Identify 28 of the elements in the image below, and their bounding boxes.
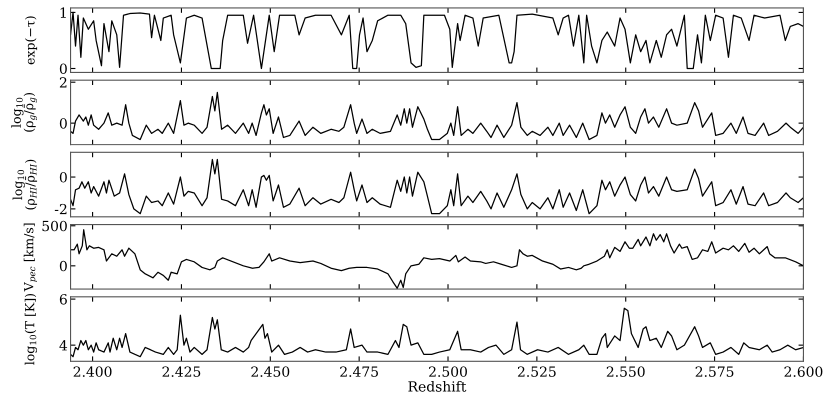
y-tick-label: 2 — [60, 77, 66, 88]
y-tick-label: 4 — [59, 340, 68, 350]
x-tick-label: 2.425 — [162, 366, 200, 377]
x-tick-label: 2.550 — [606, 366, 645, 377]
line-series — [70, 92, 804, 140]
line-series — [70, 158, 804, 214]
y-tick-label: 1 — [60, 7, 66, 18]
y-tick-label: 0 — [60, 63, 67, 74]
y-tick-label: 6 — [60, 294, 67, 305]
y-tick-label: -2 — [54, 204, 66, 214]
x-tick-label: 2.475 — [340, 366, 378, 377]
line-series — [70, 12, 804, 70]
x-tick-label: 2.600 — [784, 366, 822, 377]
x-tick-label: 2.500 — [429, 366, 467, 377]
y-axis-title: log$_{10}$(T [K]) — [24, 294, 37, 365]
y-tick-label: 0 — [60, 172, 67, 183]
x-tick-label: 2.575 — [696, 366, 734, 377]
y-axis-title: V$_{pec}$ [km/s] — [24, 223, 37, 292]
y-tick-label: 0 — [60, 260, 67, 272]
y-axis-title: exp(−τ) — [24, 16, 38, 64]
text: log$_{10}$ (ρ$_{HI}$/ρ̄$_{HI}$) — [12, 160, 38, 210]
x-tick-label: 2.450 — [251, 366, 290, 377]
text: log$_{10}$ (ρ$_{g}$/ρ̄$_{g}$) — [11, 93, 37, 132]
x-tick-label: 2.400 — [74, 366, 112, 377]
y-tick-label: 0 — [60, 118, 67, 129]
x-tick-label: 2.525 — [518, 366, 556, 377]
x-axis-title: Redshift — [408, 380, 466, 392]
y-tick-label: 500 — [42, 220, 67, 232]
